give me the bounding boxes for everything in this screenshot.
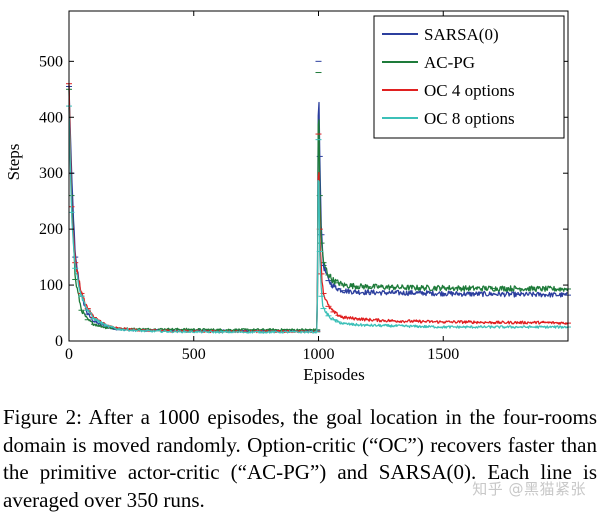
y-axis-title: Steps <box>4 144 23 181</box>
x-tick-label: 1000 <box>303 346 335 363</box>
figure-caption: Figure 2: After a 1000 episodes, the goa… <box>3 405 597 512</box>
legend-label: OC 4 options <box>424 81 515 100</box>
x-axis-title: Episodes <box>303 365 364 384</box>
y-tick-label: 100 <box>39 277 63 294</box>
steps-vs-episodes-chart: 0 500 1000 1500 0 100 200 300 400 500 Episodes St… <box>4 10 571 384</box>
watermark: 知乎 @黑猫紧张 <box>472 480 586 498</box>
legend-label: AC-PG <box>424 53 475 72</box>
figure: 0 500 1000 1500 0 100 200 300 400 500 Episodes St… <box>4 10 571 384</box>
x-tick-label: 1500 <box>427 346 459 363</box>
legend-label: OC 8 options <box>424 109 515 128</box>
x-tick-label: 0 <box>65 346 73 363</box>
legend: SARSA(0) AC-PG OC 4 options OC 8 options <box>373 15 565 139</box>
y-tick-label: 300 <box>39 165 63 182</box>
y-tick-label: 200 <box>39 221 63 238</box>
y-tick-label: 400 <box>39 109 63 126</box>
y-tick-label: 500 <box>39 53 63 70</box>
legend-label: SARSA(0) <box>424 25 499 44</box>
series-line-oc-8-options <box>68 107 568 334</box>
y-tick-label: 0 <box>55 333 63 350</box>
x-tick-label: 500 <box>182 346 206 363</box>
